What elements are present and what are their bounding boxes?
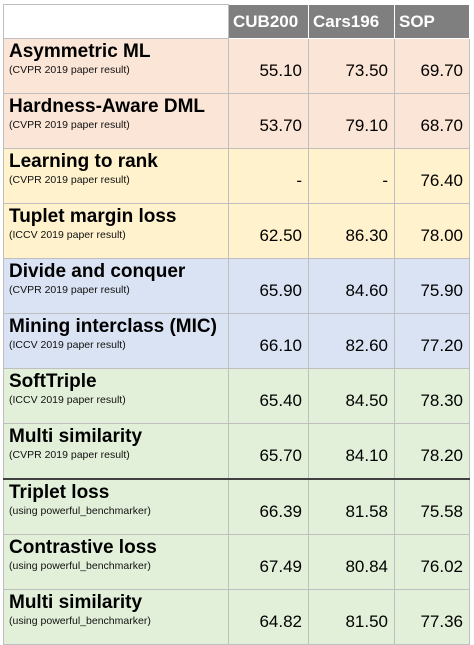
cars196-value: 82.60 [308, 313, 395, 369]
method-name: Multi similarity [9, 592, 143, 613]
cub200-value: 67.49 [228, 534, 309, 590]
cub200-value: - [228, 148, 309, 204]
method-name: Learning to rank [9, 151, 158, 172]
cars196-value: 84.50 [308, 368, 395, 424]
method-cell: SoftTriple (ICCV 2019 paper result) [3, 368, 229, 424]
method-cell: Multi similarity (CVPR 2019 paper result) [3, 423, 229, 480]
cars196-value: 84.10 [308, 423, 395, 480]
method-name: Tuplet margin loss [9, 206, 177, 227]
table-row: SoftTriple (ICCV 2019 paper result) 65.40… [3, 368, 470, 424]
sop-value: 77.36 [394, 589, 470, 645]
cars196-value: 81.58 [308, 478, 395, 535]
header-sop: SOP [394, 4, 470, 39]
sop-value: 78.30 [394, 368, 470, 424]
method-name: Contrastive loss [9, 537, 157, 558]
cars196-value: - [308, 148, 395, 204]
method-name: Multi similarity [9, 426, 143, 447]
method-source: (CVPR 2019 paper result) [9, 449, 130, 461]
method-source: (ICCV 2019 paper result) [9, 339, 126, 351]
cars196-value: 80.84 [308, 534, 395, 590]
sop-value: 78.20 [394, 423, 470, 480]
table-row: Multi similarity (using powerful_benchmar… [3, 589, 470, 645]
cars196-value: 84.60 [308, 258, 395, 314]
method-cell: Divide and conquer (CVPR 2019 paper resul… [3, 258, 229, 314]
method-name: Asymmetric ML [9, 41, 151, 62]
cub200-value: 66.39 [228, 478, 309, 535]
method-source: (using powerful_benchmarker) [9, 505, 151, 517]
method-name: Triplet loss [9, 482, 110, 503]
sop-value: 76.02 [394, 534, 470, 590]
table-row: Asymmetric ML (CVPR 2019 paper result) 55… [3, 38, 470, 94]
method-cell: Tuplet margin loss (ICCV 2019 paper resul… [3, 203, 229, 259]
method-cell: Triplet loss (using powerful_benchmarker) [3, 478, 229, 535]
table-row: Contrastive loss (using powerful_benchmar… [3, 534, 470, 590]
method-name: Divide and conquer [9, 261, 186, 282]
method-cell: Hardness-Aware DML (CVPR 2019 paper resul… [3, 93, 229, 149]
method-source: (using powerful_benchmarker) [9, 615, 151, 627]
method-source: (ICCV 2019 paper result) [9, 229, 126, 241]
method-source: (CVPR 2019 paper result) [9, 119, 130, 131]
sop-value: 75.90 [394, 258, 470, 314]
header-cars196: Cars196 [308, 4, 395, 39]
results-table: CUB200 Cars196 SOP Asymmetric ML (CVPR 20… [3, 4, 470, 645]
cars196-value: 81.50 [308, 589, 395, 645]
method-cell: Multi similarity (using powerful_benchmar… [3, 589, 229, 645]
table-row: Mining interclass (MIC) (ICCV 2019 paper … [3, 313, 470, 369]
method-cell: Mining interclass (MIC) (ICCV 2019 paper … [3, 313, 229, 369]
cub200-value: 65.90 [228, 258, 309, 314]
method-cell: Asymmetric ML (CVPR 2019 paper result) [3, 38, 229, 94]
sop-value: 75.58 [394, 478, 470, 535]
method-name: Hardness-Aware DML [9, 96, 206, 117]
method-source: (CVPR 2019 paper result) [9, 64, 130, 76]
method-source: (CVPR 2019 paper result) [9, 174, 130, 186]
table-row: Multi similarity (CVPR 2019 paper result)… [3, 423, 470, 480]
method-source: (ICCV 2019 paper result) [9, 394, 126, 406]
cars196-value: 86.30 [308, 203, 395, 259]
cars196-value: 79.10 [308, 93, 395, 149]
sop-value: 77.20 [394, 313, 470, 369]
header-blank-cell [3, 4, 229, 39]
cub200-value: 64.82 [228, 589, 309, 645]
table-row: Hardness-Aware DML (CVPR 2019 paper resul… [3, 93, 470, 149]
sop-value: 76.40 [394, 148, 470, 204]
method-source: (using powerful_benchmarker) [9, 560, 151, 572]
method-cell: Learning to rank (CVPR 2019 paper result) [3, 148, 229, 204]
cub200-value: 53.70 [228, 93, 309, 149]
method-name: SoftTriple [9, 371, 97, 392]
cars196-value: 73.50 [308, 38, 395, 94]
cub200-value: 66.10 [228, 313, 309, 369]
cub200-value: 65.40 [228, 368, 309, 424]
cub200-value: 65.70 [228, 423, 309, 480]
table-row: Triplet loss (using powerful_benchmarker)… [3, 478, 470, 535]
table-row: Tuplet margin loss (ICCV 2019 paper resul… [3, 203, 470, 259]
sop-value: 69.70 [394, 38, 470, 94]
table-row: Learning to rank (CVPR 2019 paper result)… [3, 148, 470, 204]
sop-value: 68.70 [394, 93, 470, 149]
header-cub200: CUB200 [228, 4, 309, 39]
method-name: Mining interclass (MIC) [9, 316, 217, 337]
header-row: CUB200 Cars196 SOP [3, 4, 470, 39]
cub200-value: 55.10 [228, 38, 309, 94]
method-cell: Contrastive loss (using powerful_benchmar… [3, 534, 229, 590]
cub200-value: 62.50 [228, 203, 309, 259]
method-source: (CVPR 2019 paper result) [9, 284, 130, 296]
sop-value: 78.00 [394, 203, 470, 259]
table-row: Divide and conquer (CVPR 2019 paper resul… [3, 258, 470, 314]
